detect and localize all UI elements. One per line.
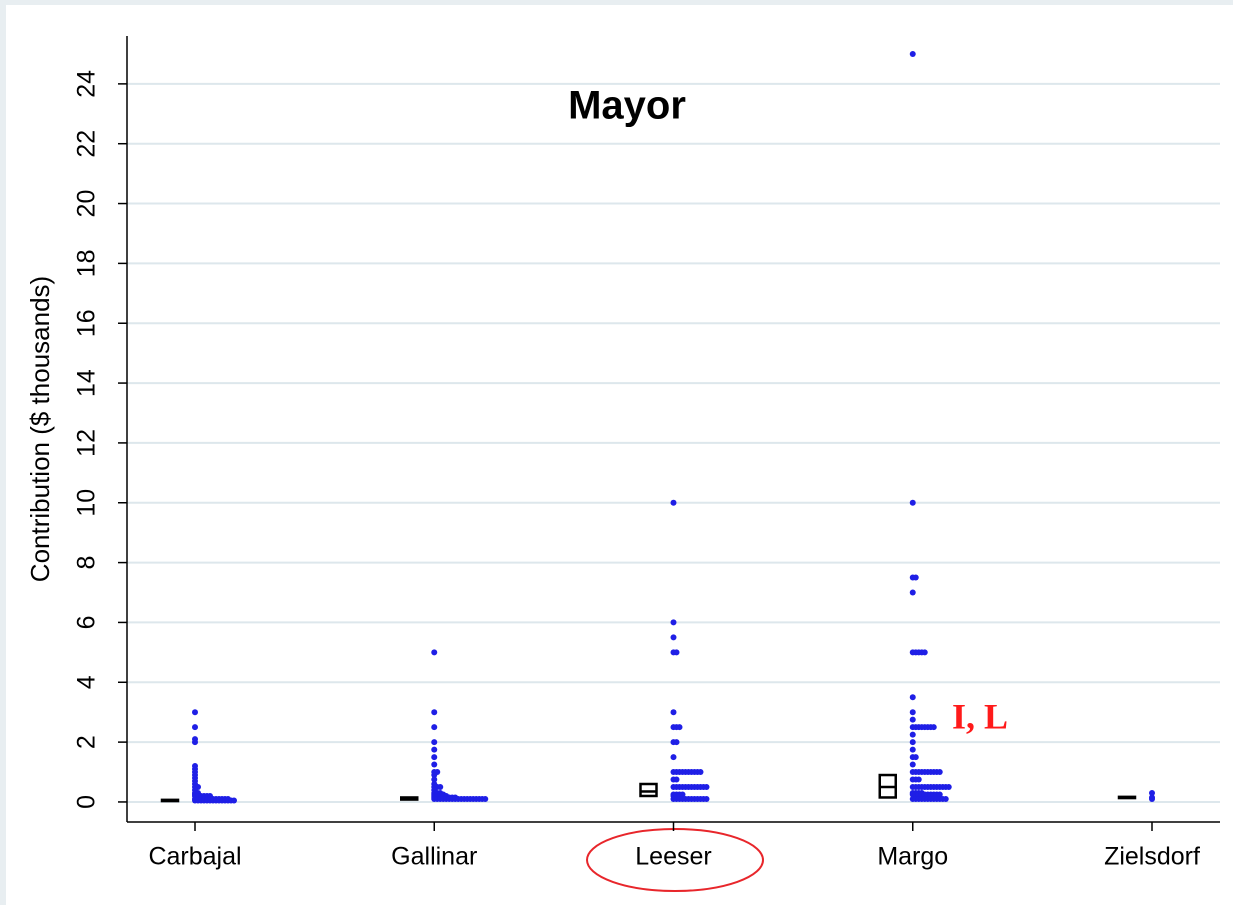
annotation: I, L <box>952 696 1008 736</box>
point <box>930 724 937 731</box>
chart-title: Mayor <box>568 84 686 128</box>
point <box>1149 789 1155 796</box>
point <box>431 649 438 656</box>
point <box>909 716 916 723</box>
point <box>670 754 677 761</box>
point <box>431 754 438 761</box>
x-tick-label: Margo <box>877 843 948 871</box>
y-tick-label: 20 <box>73 190 101 218</box>
point <box>673 776 680 783</box>
point <box>670 634 677 641</box>
y-tick-label: 4 <box>73 675 101 689</box>
point <box>936 769 943 776</box>
x-tick-label: Carbajal <box>148 843 241 871</box>
point <box>431 761 438 768</box>
point <box>231 797 237 804</box>
point <box>676 724 683 731</box>
x-tick-label: Gallinar <box>391 843 477 871</box>
point <box>936 791 943 798</box>
point <box>670 499 677 506</box>
point <box>909 746 916 753</box>
point <box>192 724 198 731</box>
y-tick-label: 22 <box>73 130 101 158</box>
point <box>909 694 916 701</box>
point <box>670 709 677 716</box>
y-tick-label: 2 <box>73 735 101 749</box>
y-tick-label: 10 <box>73 489 101 517</box>
y-tick-label: 0 <box>73 795 101 809</box>
point <box>673 649 680 656</box>
point <box>431 776 438 783</box>
point <box>431 772 438 779</box>
point <box>703 783 710 790</box>
point <box>192 709 198 716</box>
point <box>909 499 916 506</box>
y-tick-label: 8 <box>73 556 101 570</box>
point <box>482 795 489 802</box>
point <box>912 754 919 761</box>
point <box>921 649 928 656</box>
y-tick-label: 18 <box>73 249 101 277</box>
point <box>912 574 919 581</box>
x-tick-label: Zielsdorf <box>1104 843 1200 871</box>
point <box>703 795 710 802</box>
x-tick-label: Leeser <box>635 843 711 871</box>
point <box>697 769 704 776</box>
point <box>431 746 438 753</box>
point <box>431 724 438 731</box>
point <box>909 50 916 57</box>
point <box>945 783 952 790</box>
point <box>942 795 949 802</box>
highlight-ellipse <box>586 828 764 892</box>
y-tick-label: 24 <box>73 70 101 98</box>
graph-region <box>6 5 1233 905</box>
point <box>909 761 916 768</box>
point <box>670 619 677 626</box>
y-tick-label: 12 <box>73 429 101 457</box>
point <box>909 709 916 716</box>
point <box>1149 795 1155 802</box>
point <box>431 739 438 746</box>
point <box>437 783 444 790</box>
point <box>909 731 916 738</box>
point <box>673 739 680 746</box>
y-tick-label: 14 <box>73 369 101 397</box>
grid <box>127 82 1220 803</box>
y-tick-label: 16 <box>73 309 101 337</box>
y-axis-label: Contribution ($ thousands) <box>25 276 55 582</box>
point <box>915 776 922 783</box>
point <box>431 709 438 716</box>
box <box>639 782 658 798</box>
y-tick-label: 6 <box>73 615 101 629</box>
point <box>909 589 916 596</box>
point <box>909 739 916 746</box>
point <box>192 739 198 746</box>
